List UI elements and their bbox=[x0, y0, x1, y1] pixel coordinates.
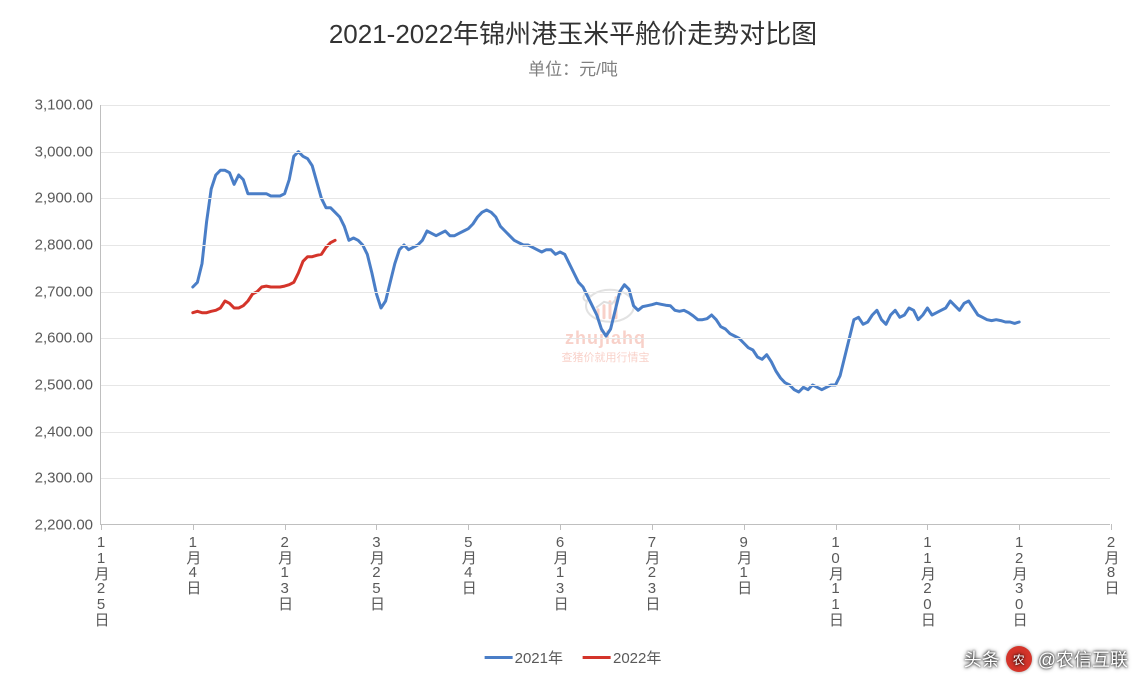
x-tick-label: 9月1日 bbox=[733, 524, 754, 594]
series-2021年 bbox=[193, 152, 1019, 392]
gridline bbox=[101, 385, 1110, 386]
y-tick-label: 2,400.00 bbox=[35, 423, 101, 440]
chart-lines bbox=[101, 105, 1111, 525]
gridline bbox=[101, 338, 1110, 339]
plot-area: zhujiahq 查猪价就用行情宝 2,200.002,300.002,400.… bbox=[100, 105, 1110, 525]
credit: 头条 农 @农信互联 bbox=[964, 646, 1128, 672]
x-tick-label: 5月4日 bbox=[458, 524, 479, 594]
chart-subtitle: 单位：元/吨 bbox=[0, 51, 1146, 80]
x-tick-label: 12月30日 bbox=[1009, 524, 1030, 626]
gridline bbox=[101, 245, 1110, 246]
x-tick-label: 10月11日 bbox=[825, 524, 846, 626]
x-tick-label: 1月4日 bbox=[182, 524, 203, 594]
gridline bbox=[101, 152, 1110, 153]
legend-swatch bbox=[583, 656, 611, 659]
y-tick-label: 3,000.00 bbox=[35, 143, 101, 160]
y-tick-label: 2,300.00 bbox=[35, 470, 101, 487]
x-tick-label: 2月8日 bbox=[1101, 524, 1122, 594]
gridline bbox=[101, 105, 1110, 106]
credit-avatar: 农 bbox=[1006, 646, 1032, 672]
x-tick-label: 11月20日 bbox=[917, 524, 938, 626]
credit-prefix: 头条 bbox=[964, 646, 1000, 672]
chart-title: 2021-2022年锦州港玉米平舱价走势对比图 bbox=[0, 0, 1146, 51]
legend-item: 2021年 bbox=[485, 647, 563, 668]
legend-swatch bbox=[485, 656, 513, 659]
gridline bbox=[101, 292, 1110, 293]
y-tick-label: 2,700.00 bbox=[35, 283, 101, 300]
legend-label: 2021年 bbox=[515, 647, 563, 668]
y-tick-label: 2,600.00 bbox=[35, 330, 101, 347]
gridline bbox=[101, 478, 1110, 479]
y-tick-label: 2,500.00 bbox=[35, 377, 101, 394]
series-2022年 bbox=[193, 240, 335, 312]
x-tick-label: 3月25日 bbox=[366, 524, 387, 610]
x-tick-label: 11月25日 bbox=[91, 524, 112, 626]
credit-handle: @农信互联 bbox=[1038, 646, 1128, 672]
legend-item: 2022年 bbox=[583, 647, 661, 668]
x-tick-label: 7月23日 bbox=[641, 524, 662, 610]
legend-label: 2022年 bbox=[613, 647, 661, 668]
y-tick-label: 3,100.00 bbox=[35, 97, 101, 114]
legend: 2021年 2022年 bbox=[485, 647, 662, 668]
y-tick-label: 2,900.00 bbox=[35, 190, 101, 207]
x-tick-label: 6月13日 bbox=[550, 524, 571, 610]
y-tick-label: 2,800.00 bbox=[35, 237, 101, 254]
gridline bbox=[101, 198, 1110, 199]
gridline bbox=[101, 432, 1110, 433]
x-tick-label: 2月13日 bbox=[274, 524, 295, 610]
